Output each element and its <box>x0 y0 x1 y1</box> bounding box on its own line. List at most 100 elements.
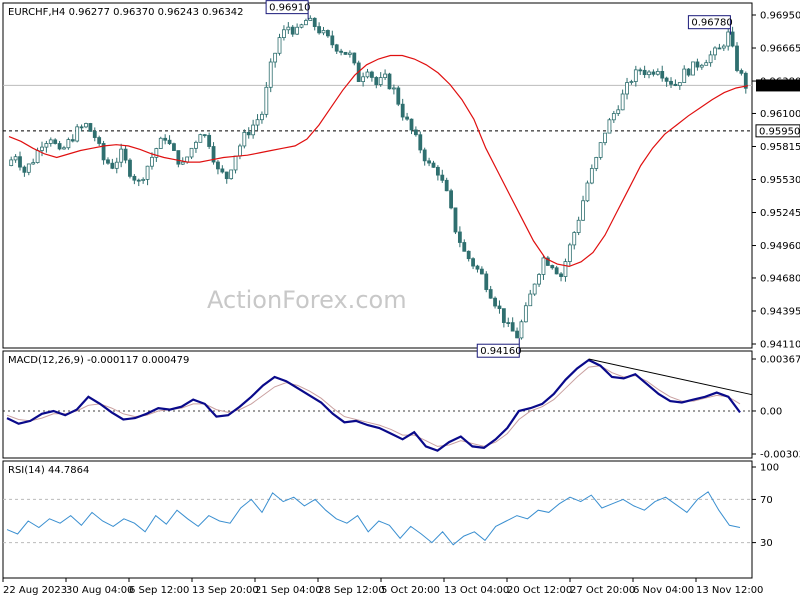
rsi-panel-frame <box>2 460 753 579</box>
candle-body <box>75 126 80 142</box>
x-tick-label: 22 Aug 2023 <box>3 585 67 596</box>
candle-body <box>493 297 497 307</box>
price-y-tick-label: 0.96100 <box>760 109 800 120</box>
candle-body <box>326 30 330 37</box>
candle-body <box>603 132 607 144</box>
candle-body <box>70 139 75 142</box>
candle-body <box>374 77 379 85</box>
x-tick-label: 6 Nov 04:00 <box>633 585 694 596</box>
price-y-tick-label: 0.95245 <box>760 208 800 219</box>
candle-body <box>655 71 660 75</box>
price-y-tick-label: 0.94395 <box>760 306 800 317</box>
price-y-tick-label: 0.94680 <box>760 273 800 284</box>
candle-body <box>726 31 731 47</box>
candle-body <box>114 161 119 169</box>
candle-body <box>453 207 458 233</box>
candle-body <box>22 166 27 173</box>
candle-body <box>317 26 322 34</box>
macd-line <box>6 358 741 452</box>
candle-body <box>92 130 97 138</box>
candle-body <box>352 52 357 64</box>
high-annotation-label: 0.96910 <box>269 3 310 14</box>
candle-body <box>339 50 344 53</box>
last-price-tag <box>756 79 800 92</box>
x-tick-label: 21 Sep 04:00 <box>255 585 322 596</box>
candle-body <box>268 61 273 88</box>
candle-body <box>167 139 172 145</box>
candle-body <box>660 71 665 79</box>
price-y-tick-label: 0.96665 <box>760 44 800 55</box>
candle-body <box>207 134 212 147</box>
low-annotation-label: 0.94160 <box>480 346 521 357</box>
candle-body <box>84 123 88 128</box>
candle-body <box>519 321 524 339</box>
candle-body <box>35 150 40 163</box>
candle-body <box>88 123 93 132</box>
candle-body <box>233 155 238 171</box>
x-tick-label: 13 Nov 12:00 <box>696 585 763 596</box>
candle-body <box>607 119 612 134</box>
candle-body <box>691 61 695 76</box>
low-annotation-box <box>476 343 520 358</box>
candle-body <box>589 168 594 184</box>
candle-body <box>299 24 304 28</box>
candle-body <box>743 72 748 89</box>
candle-body <box>110 162 115 169</box>
candle-body <box>471 258 475 267</box>
macd-y-tick-label: 0.00367 <box>760 355 800 366</box>
candle-body <box>550 265 555 269</box>
candle-body <box>198 134 203 143</box>
candle-body <box>537 274 541 285</box>
candle-body <box>343 51 348 55</box>
candle-body <box>18 156 22 168</box>
rsi-header: RSI(14) 44.7864 <box>8 465 89 476</box>
candle-body <box>435 166 440 176</box>
candle-body <box>202 134 207 137</box>
candle-body <box>620 93 625 111</box>
candle-body <box>282 29 286 38</box>
price-y-tick-label: 0.94110 <box>760 340 800 351</box>
price-panel-frame <box>2 2 753 349</box>
candle-body <box>484 273 489 290</box>
rsi-line <box>6 491 741 546</box>
candle-body <box>62 147 66 150</box>
candle-body <box>567 244 572 262</box>
watermark: ActionForex.com <box>207 286 407 314</box>
candle-body <box>383 73 387 78</box>
high-annotation-box <box>265 0 309 15</box>
candle-body <box>422 149 427 162</box>
candle-body <box>413 129 418 136</box>
macd-panel-frame <box>2 350 753 459</box>
candle-body <box>229 169 234 180</box>
candle-body <box>563 261 568 277</box>
candle-body <box>405 116 409 120</box>
candle-body <box>44 143 49 148</box>
candle-body <box>172 143 176 151</box>
candle-body <box>594 157 599 169</box>
candle-body <box>510 322 515 332</box>
candle-body <box>431 162 436 168</box>
candle-body <box>642 69 647 76</box>
candle-body <box>101 143 106 161</box>
candle-body <box>348 52 352 55</box>
candle-body <box>523 305 528 323</box>
recent-high-annotation-box <box>687 15 731 30</box>
candle-body <box>141 179 146 181</box>
candle-body <box>572 232 577 246</box>
candle-body <box>528 293 533 307</box>
candle-body <box>501 308 506 323</box>
candle-body <box>625 82 629 95</box>
candle-body <box>13 156 18 161</box>
candle-body <box>238 145 242 157</box>
candle-body <box>220 168 225 173</box>
candle-body <box>677 82 682 86</box>
candle-body <box>211 146 216 163</box>
candle-body <box>40 146 44 151</box>
candle-body <box>66 139 71 149</box>
candle-body <box>312 17 317 27</box>
candle-body <box>145 165 150 180</box>
candle-body <box>704 62 709 66</box>
candle-body <box>361 76 366 83</box>
candle-body <box>497 305 502 310</box>
